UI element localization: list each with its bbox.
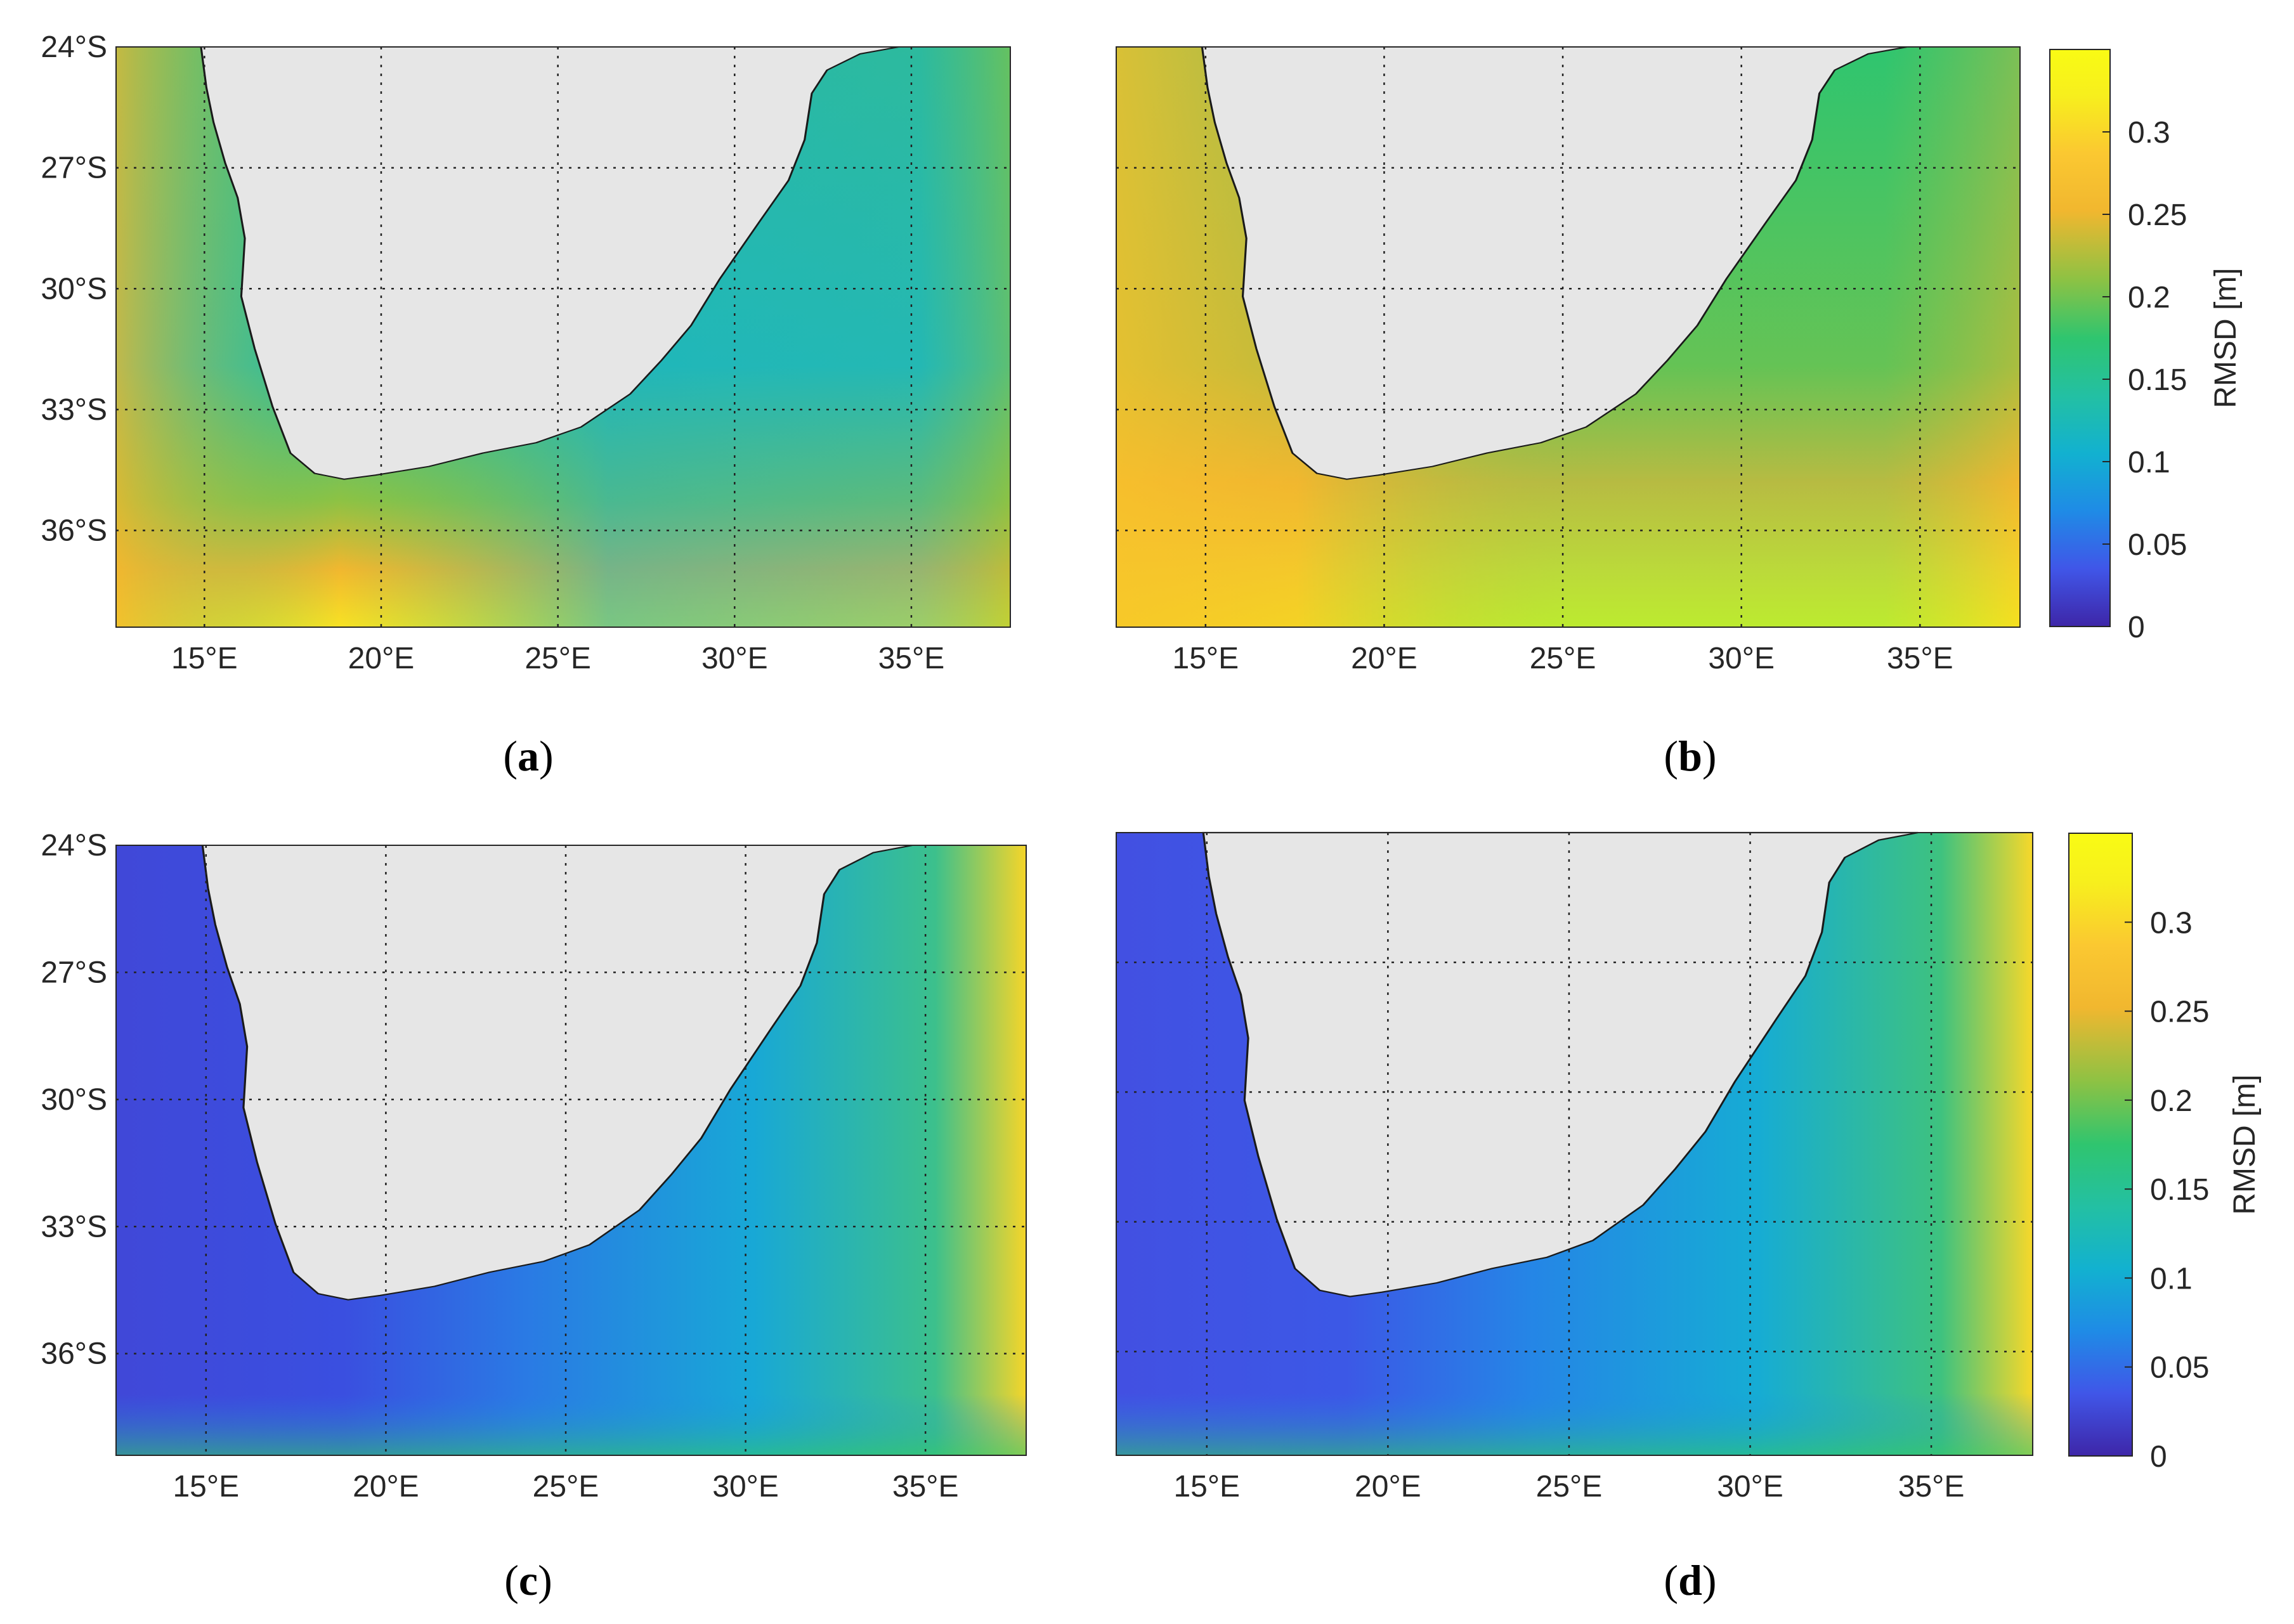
lon-tick-label: 15°E [1173,642,1239,675]
frame-d [1116,832,2033,1456]
caption-b: (b) [1664,732,1716,780]
lat-tick-label: 33°S [41,393,107,427]
axis-labels: 15°E 20°E 25°E 30°E 35°E 24°S 27°S 30°S 33°S 36°S… [41,30,2262,1504]
colorbar-tick-label: 0.15 [2128,363,2187,397]
colorbar-tick-label: 0.1 [2128,446,2170,479]
gridlines-d [1116,833,2033,1455]
lon-tick-label: 25°E [525,642,591,675]
colorbar-tick-label: 0.05 [2128,528,2187,562]
lat-tick-label: 30°S [41,1083,107,1117]
frame-a [115,46,1011,628]
lat-tick-label: 24°S [41,30,107,64]
colorbar-tick-label: 0.25 [2128,198,2187,232]
colorbar-tick-label: 0 [2128,611,2145,644]
caption-d: (d) [1664,1556,1716,1604]
frame-c [115,845,1027,1456]
caption-a: (a) [503,732,553,780]
lon-tick-label: 15°E [173,1470,239,1504]
lon-tick-label: 25°E [533,1470,599,1504]
colorbar-bottom [2068,833,2133,1457]
gridlines-c [116,845,1026,1455]
colorbar-tick-label: 0.05 [2150,1351,2209,1385]
lat-tick-label: 27°S [41,152,107,185]
panel-d [1116,831,2033,1456]
colorbar-title: RMSD [m] [2228,1074,2262,1214]
lon-tick-label: 30°E [1708,642,1775,675]
colorbar-tick-label: 0.1 [2150,1262,2193,1296]
colorbar-tick-label: 0.2 [2128,281,2170,315]
lon-tick-label: 20°E [348,642,415,675]
panel-a [115,46,1011,628]
lon-tick-label: 25°E [1530,642,1596,675]
panel-captions: (a) (b) (c) (d) [503,732,1716,1604]
colorbar-tick-label: 0.25 [2150,996,2209,1029]
colorbar-tick-label: 0.3 [2150,906,2193,940]
frame-b [1116,46,2021,628]
colorbar-tick-label: 0.3 [2128,116,2170,150]
colorbar-top [2049,49,2111,627]
lon-tick-label: 15°E [171,642,238,675]
map-b [1116,46,2020,627]
lon-tick-label: 35°E [1898,1470,1965,1504]
lon-tick-label: 20°E [1351,642,1417,675]
lon-tick-label: 30°E [1717,1470,1783,1504]
lon-tick-label: 25°E [1536,1470,1603,1504]
map-d [1116,831,2033,1455]
colorbar-title: RMSD [m] [2209,268,2243,408]
lat-tick-label: 36°S [41,514,107,548]
map-c [116,844,1026,1455]
panel-b [1116,46,2021,628]
lon-tick-label: 30°E [712,1470,779,1504]
lon-tick-label: 30°E [701,642,768,675]
colorbar-tick-label: 0 [2150,1440,2167,1474]
lat-tick-label: 33°S [41,1210,107,1244]
lat-tick-label: 30°S [41,272,107,306]
lon-tick-label: 35°E [1887,642,1953,675]
map-a [116,46,1010,627]
lon-tick-label: 15°E [1173,1470,1240,1504]
lon-tick-label: 20°E [1355,1470,1421,1504]
lon-tick-label: 20°E [353,1470,419,1504]
colorbar-tick-label: 0.2 [2150,1084,2193,1118]
lat-tick-label: 27°S [41,956,107,989]
panel-c [115,844,1027,1456]
colorbar-tick-label: 0.15 [2150,1173,2209,1207]
caption-c: (c) [504,1556,552,1604]
lat-tick-label: 36°S [41,1337,107,1371]
lat-tick-label: 24°S [41,829,107,862]
lon-tick-label: 35°E [892,1470,959,1504]
lon-tick-label: 35°E [878,642,945,675]
